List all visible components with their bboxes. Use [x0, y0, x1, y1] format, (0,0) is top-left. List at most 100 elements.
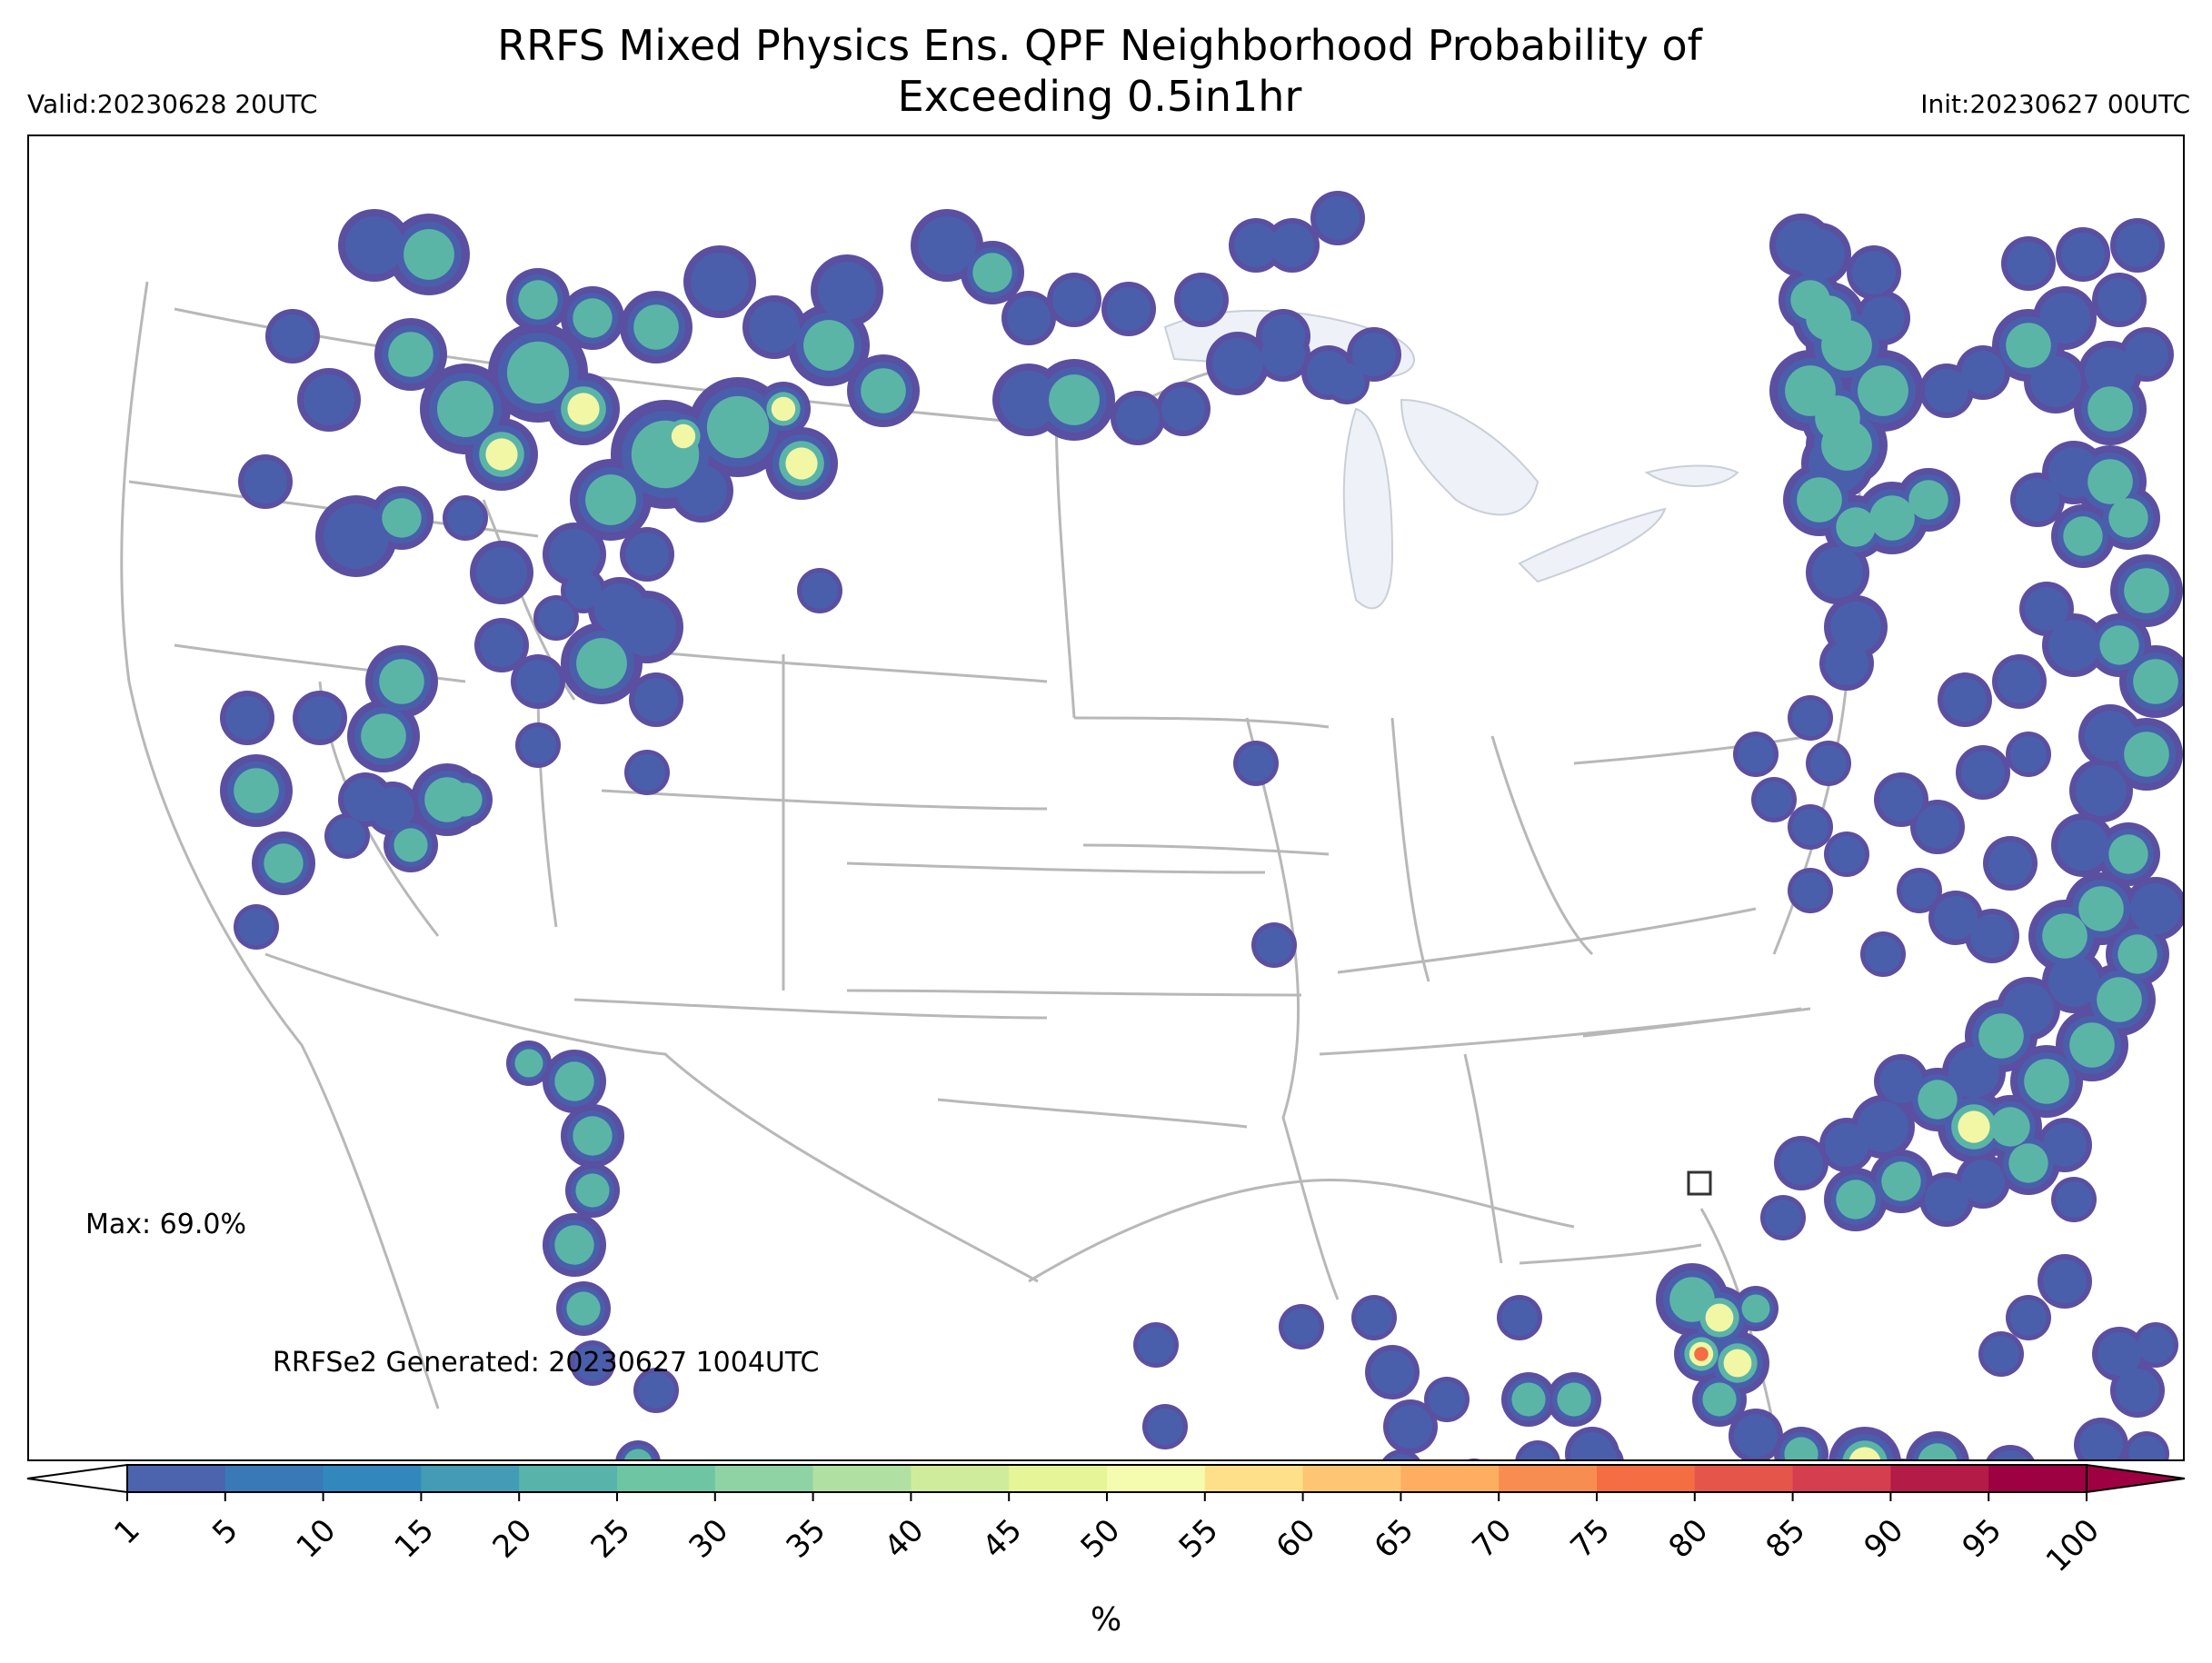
probability-blob	[371, 787, 414, 831]
probability-blob	[1283, 1309, 1320, 1345]
probability-blob	[382, 498, 422, 538]
probability-blob	[1988, 841, 2032, 885]
probability-blob	[1983, 1336, 2019, 1372]
probability-blob	[1792, 700, 1828, 736]
probability-blob	[2108, 834, 2148, 874]
colorbar-tick-label: 10	[289, 1511, 344, 1566]
colorbar-tick-label: 90	[1857, 1511, 1911, 1566]
probability-blob	[2048, 620, 2099, 671]
colorbar-segment	[127, 1465, 226, 1492]
probability-blob	[1869, 495, 1915, 541]
colorbar-segment	[1890, 1465, 1990, 1492]
probability-blob	[1830, 602, 1881, 652]
probability-blob	[2087, 459, 2133, 504]
probability-blob	[1238, 745, 1274, 782]
colorbar-tick-label: 100	[2038, 1511, 2107, 1580]
probability-blob	[2039, 293, 2090, 344]
probability-blob	[1352, 333, 1396, 376]
probability-blob	[1000, 371, 1058, 429]
line-tn	[1319, 1007, 1811, 1056]
title-line-1: RRFS Mixed Physics Ens. QPF Neighborhood…	[497, 21, 1702, 70]
max-location-marker	[1687, 1170, 1712, 1196]
probability-blob	[1702, 1382, 1737, 1417]
colorbar-unit-label: %	[1091, 1601, 1122, 1638]
chart-title: RRFS Mixed Physics Ens. QPF Neighborhood…	[273, 20, 1927, 122]
probability-blob	[1792, 809, 1828, 845]
probability-blob	[2078, 886, 2124, 931]
probability-blob	[1925, 1178, 1968, 1221]
probability-blob	[2016, 478, 2059, 522]
probability-blob	[1049, 374, 1100, 425]
probability-blob	[1501, 1300, 1538, 1336]
probability-blob	[2085, 711, 2136, 762]
colorbar-segment	[1107, 1465, 1206, 1492]
line-west-coast	[120, 281, 440, 1409]
probability-blob	[1138, 1327, 1174, 1363]
probability-blob	[638, 1372, 674, 1409]
probability-blob	[573, 298, 613, 338]
colorbar-tick-label: 75	[1563, 1511, 1618, 1566]
probability-blob	[2043, 1123, 2087, 1167]
probability-blob	[1756, 782, 1792, 818]
line-nc-sc	[1582, 1007, 1802, 1038]
probability-blob	[567, 393, 600, 425]
state-boundaries	[120, 281, 1861, 1428]
probability-blob	[2124, 732, 2169, 777]
probability-blob	[476, 547, 527, 598]
line-wy-co	[601, 789, 1048, 811]
probability-blob	[749, 302, 800, 353]
probability-blob	[1821, 320, 1872, 371]
probability-blob	[691, 253, 749, 311]
probability-blob	[2108, 498, 2148, 538]
probability-blob	[2048, 956, 2099, 1007]
colorbar-tick-label: 20	[485, 1511, 540, 1566]
probability-blob	[634, 678, 678, 722]
probability-blob	[1520, 1445, 1556, 1459]
probability-blob	[625, 533, 669, 576]
probability-blob	[404, 229, 454, 280]
probability-blob	[1879, 778, 1923, 822]
colorbar-segment	[323, 1465, 423, 1492]
probability-blob	[918, 216, 976, 274]
probability-blob	[506, 341, 570, 404]
probability-blob	[2116, 224, 2159, 267]
colorbar-segment	[1792, 1465, 1892, 1492]
probability-blob	[1147, 1409, 1183, 1445]
probability-blob	[1270, 224, 1314, 267]
probability-blob	[394, 828, 428, 862]
probability-blob	[379, 659, 424, 704]
probability-blob	[518, 280, 558, 320]
probability-blob	[1234, 224, 1278, 267]
probability-blob	[554, 1225, 594, 1265]
probability-blob	[1741, 1294, 1770, 1323]
probability-blob	[1881, 1161, 1921, 1201]
probability-blob	[304, 374, 354, 425]
line-pa	[1573, 734, 1811, 765]
probability-blob	[329, 818, 365, 854]
probability-blob	[1810, 745, 1847, 782]
line-dak	[1054, 399, 1076, 719]
probability-blob	[1256, 927, 1292, 963]
probability-blob	[1794, 229, 1845, 280]
probability-blob	[575, 1173, 610, 1208]
colorbar-segment	[519, 1465, 618, 1492]
probability-blob	[1511, 1382, 1546, 1417]
probability-blob	[2099, 625, 2139, 665]
probability-blob	[480, 623, 523, 667]
probability-blob	[271, 314, 314, 358]
probability-blob	[447, 500, 483, 536]
line-mississippi	[1245, 717, 1340, 1300]
probability-blob	[2058, 820, 2108, 871]
probability-blob	[264, 843, 304, 883]
probability-blob	[1583, 1445, 1619, 1459]
probability-blob	[2124, 568, 2169, 613]
colorbar-tick-label: 70	[1465, 1511, 1520, 1566]
title-line-2: Exceeding 0.5in1hr	[897, 72, 1302, 121]
probability-blob	[771, 396, 796, 422]
probability-blob	[1451, 1459, 1497, 1461]
probability-blob	[1356, 1300, 1392, 1336]
probability-blob	[2116, 1369, 2159, 1412]
probability-blob	[629, 754, 665, 791]
colorbar-tick-label: 40	[877, 1511, 932, 1566]
probability-blob	[1918, 1080, 1958, 1120]
